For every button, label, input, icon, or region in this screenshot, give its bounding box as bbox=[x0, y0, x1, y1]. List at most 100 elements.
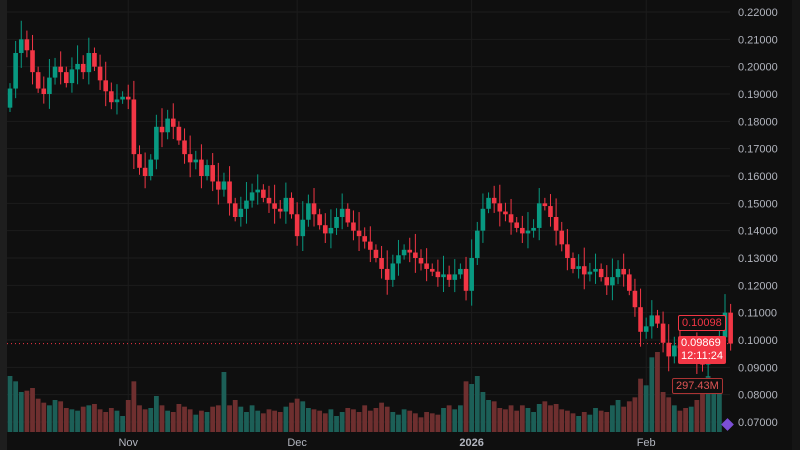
volume-bar bbox=[694, 400, 700, 432]
candle-body bbox=[598, 268, 604, 278]
candle-body bbox=[322, 225, 328, 234]
volume-bar bbox=[142, 409, 148, 432]
candle-body bbox=[58, 66, 63, 73]
volume-bar bbox=[75, 410, 80, 432]
volume-bar bbox=[626, 401, 632, 432]
volume-bar bbox=[356, 412, 362, 432]
candle-body bbox=[491, 197, 497, 204]
candle-body bbox=[109, 91, 114, 103]
volume-bar bbox=[238, 406, 244, 432]
candle-body bbox=[649, 315, 655, 327]
candle-body bbox=[593, 268, 598, 272]
volume-bar bbox=[300, 401, 306, 432]
volume-bar bbox=[446, 405, 452, 432]
candle-body bbox=[86, 53, 92, 73]
volume-bar bbox=[311, 409, 317, 432]
y-tick-label: 0.17000 bbox=[738, 144, 778, 156]
candle-body bbox=[429, 268, 435, 272]
candle-body bbox=[463, 268, 469, 291]
volume-bar bbox=[716, 392, 722, 432]
volume-bar bbox=[148, 408, 154, 432]
candle-body bbox=[272, 203, 277, 209]
volume-bar bbox=[120, 416, 125, 432]
y-tick-label: 0.14000 bbox=[738, 226, 778, 238]
volume-bar bbox=[711, 378, 717, 432]
candle-body bbox=[458, 268, 463, 275]
volume-bar bbox=[210, 406, 216, 432]
candle-body bbox=[407, 249, 413, 253]
candle-body bbox=[154, 126, 159, 160]
candle-body bbox=[486, 197, 491, 209]
candle-body bbox=[508, 214, 514, 223]
candle-body bbox=[362, 236, 367, 242]
volume-bar bbox=[345, 408, 351, 432]
volume-bar bbox=[384, 406, 390, 432]
volume-bar bbox=[418, 417, 424, 432]
volume-bar bbox=[187, 409, 193, 432]
candle-body bbox=[47, 77, 52, 94]
candle-body bbox=[182, 140, 187, 155]
right-edge bbox=[792, 0, 800, 450]
candle-body bbox=[131, 99, 137, 155]
volume-bar bbox=[18, 392, 24, 432]
y-tick-label: 0.22000 bbox=[738, 7, 778, 19]
y-tick-label: 0.19000 bbox=[738, 89, 778, 101]
candle-body bbox=[418, 258, 424, 264]
volume-bar bbox=[373, 408, 379, 432]
countdown-timer: 12:11:24 bbox=[681, 350, 724, 362]
volume-bar bbox=[497, 408, 503, 432]
candle-body bbox=[565, 244, 570, 258]
candle-body bbox=[548, 206, 553, 217]
y-tick-label: 0.08000 bbox=[738, 390, 778, 402]
candle-body bbox=[103, 80, 109, 92]
volume-bar bbox=[114, 410, 120, 432]
y-tick-label: 0.18000 bbox=[738, 116, 778, 128]
y-tick-label: 0.20000 bbox=[738, 62, 778, 74]
candle-body bbox=[80, 63, 86, 73]
volume-bar bbox=[655, 352, 660, 432]
y-tick-label: 0.07000 bbox=[738, 417, 778, 429]
volume-bar bbox=[643, 385, 649, 432]
volume-bar bbox=[435, 414, 441, 432]
candle-body bbox=[317, 214, 322, 226]
candle-body bbox=[238, 208, 244, 217]
volume-bar bbox=[80, 406, 86, 432]
volume-bar bbox=[362, 405, 368, 432]
candle-body bbox=[114, 99, 120, 103]
volume-bar bbox=[463, 381, 469, 432]
candle-body bbox=[576, 266, 581, 269]
volume-bar bbox=[396, 414, 401, 432]
volume-bar bbox=[688, 406, 694, 432]
candle-body bbox=[497, 203, 503, 212]
y-tick-label: 0.13000 bbox=[738, 253, 778, 265]
candle-body bbox=[199, 159, 204, 176]
volume-bar bbox=[542, 401, 548, 432]
candle-body bbox=[170, 118, 176, 127]
volume-bar bbox=[221, 372, 227, 432]
volume-bar bbox=[283, 406, 289, 432]
volume-bar bbox=[508, 405, 514, 432]
volume-bar bbox=[41, 402, 47, 432]
candle-body bbox=[255, 189, 261, 193]
candle-body bbox=[125, 96, 131, 100]
candle-body bbox=[52, 66, 58, 78]
y-tick-label: 0.11000 bbox=[738, 308, 777, 320]
candle-body bbox=[221, 181, 227, 190]
candle-body bbox=[396, 255, 401, 264]
candle-body bbox=[525, 230, 531, 234]
candle-body bbox=[621, 268, 626, 275]
volume-bar bbox=[249, 405, 255, 432]
volume-bar bbox=[649, 357, 655, 432]
volume-bar bbox=[480, 392, 486, 432]
candle-body bbox=[261, 189, 266, 198]
volume-bar bbox=[559, 409, 565, 432]
candle-body bbox=[401, 249, 407, 256]
y-tick-label: 0.15000 bbox=[738, 198, 778, 210]
volume-bar bbox=[125, 400, 131, 432]
volume-bar bbox=[227, 405, 232, 432]
volume-bar bbox=[469, 384, 475, 432]
y-tick-label: 0.16000 bbox=[738, 171, 778, 183]
volume-bar bbox=[13, 381, 19, 432]
candle-body bbox=[581, 266, 587, 275]
